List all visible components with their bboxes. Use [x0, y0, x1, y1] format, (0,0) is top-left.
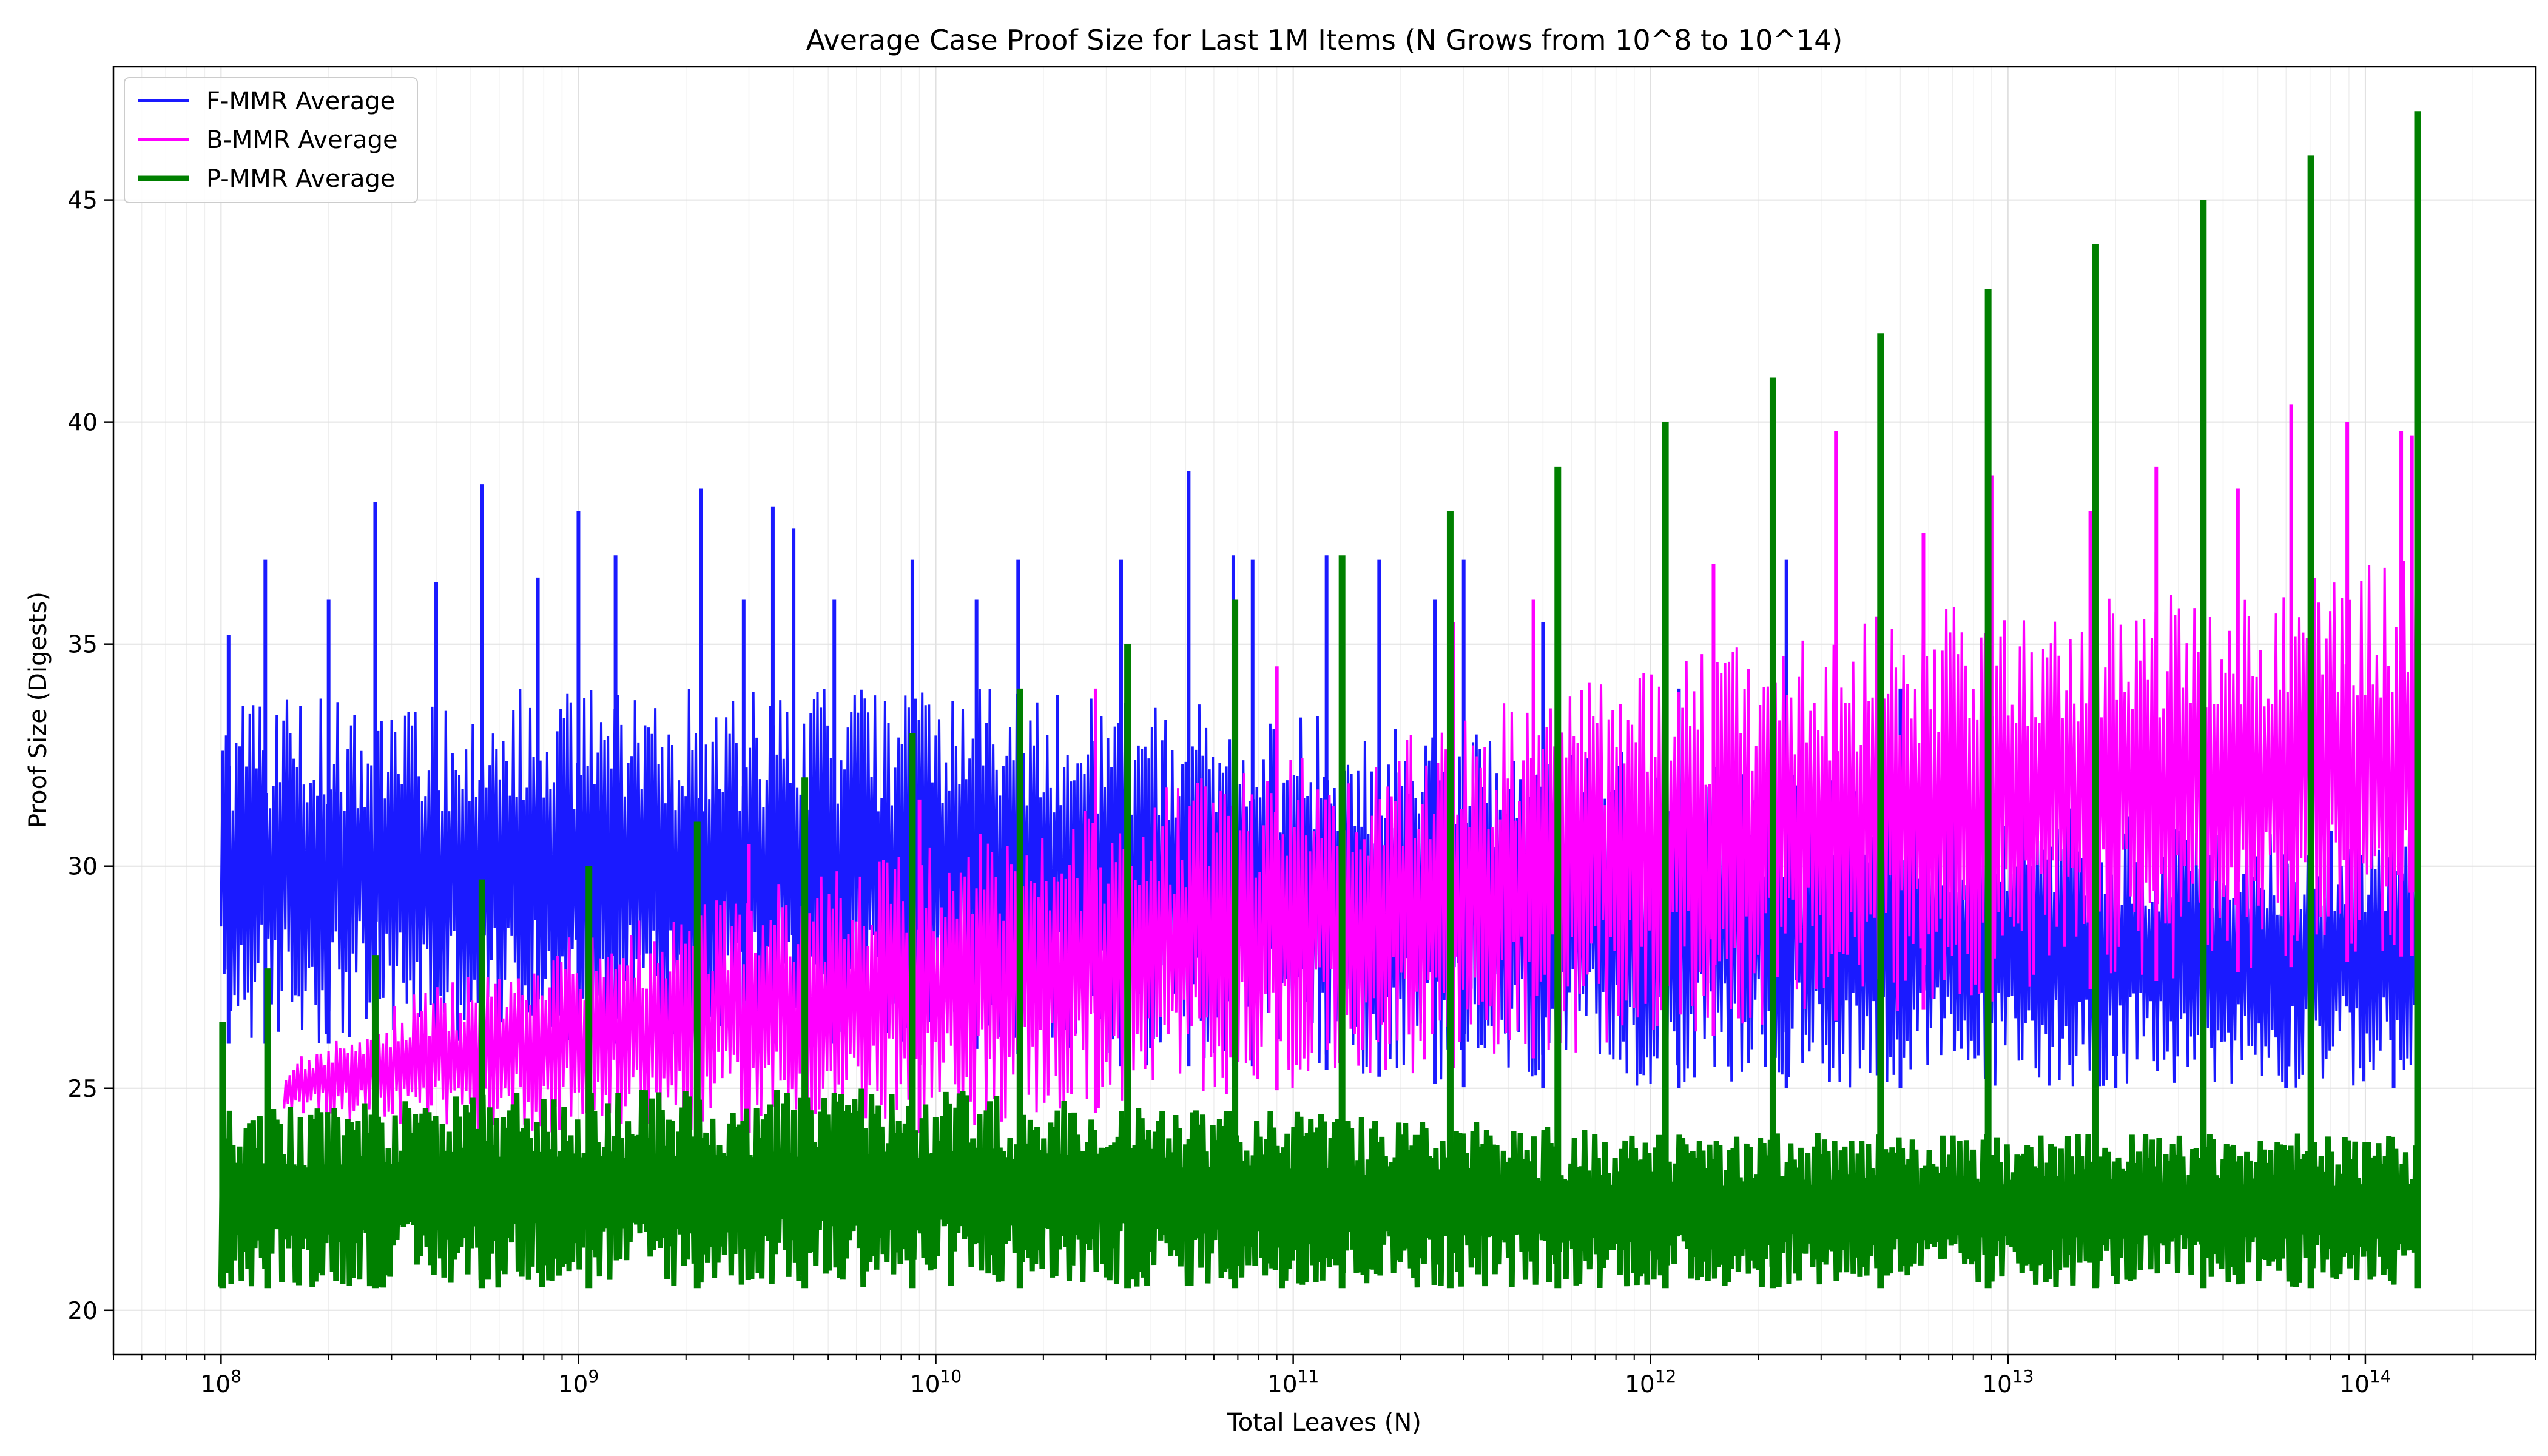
legend-box [124, 77, 418, 203]
x-tick-label: 1010 [910, 1366, 962, 1398]
plot-frame [112, 66, 2537, 1356]
y-tick-label: 20 [67, 1298, 98, 1325]
chart-title: Average Case Proof Size for Last 1M Item… [806, 24, 1843, 56]
y-tick-label: 25 [67, 1076, 98, 1103]
legend-label: P-MMR Average [206, 165, 395, 193]
legend-label: F-MMR Average [206, 87, 395, 115]
x-tick-label: 1014 [2339, 1366, 2391, 1398]
x-tick-label: 1011 [1267, 1366, 1319, 1398]
y-tick-label: 45 [67, 187, 98, 215]
y-axis-label: Proof Size (Digests) [24, 592, 52, 828]
series-layer [218, 111, 2421, 1289]
series-p-mmr-average [218, 111, 2421, 1289]
y-axis: 20 25 30 35 40 45 [67, 187, 113, 1325]
x-axis: 108 109 1010 1011 1012 1013 1014 [113, 1355, 2536, 1398]
x-tick-label: 109 [558, 1366, 599, 1398]
series-trace [220, 689, 2419, 1088]
x-tick-label: 108 [201, 1366, 241, 1398]
x-tick-label: 1013 [1982, 1366, 2034, 1398]
legend-label: B-MMR Average [206, 126, 398, 154]
y-tick-label: 30 [67, 854, 98, 881]
y-tick-label: 40 [67, 410, 98, 437]
series-trace [283, 558, 2419, 1133]
legend: F-MMR Average B-MMR Average P-MMR Average [124, 77, 418, 203]
y-tick-label: 35 [67, 632, 98, 659]
x-axis-label: Total Leaves (N) [1227, 1409, 1421, 1437]
x-tick-label: 1012 [1625, 1366, 1676, 1398]
